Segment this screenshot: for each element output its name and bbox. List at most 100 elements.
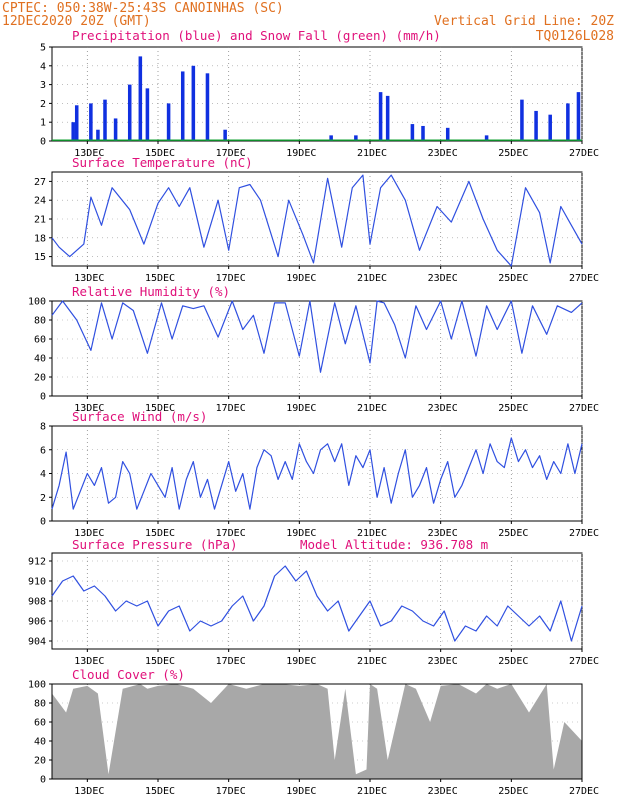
y-tick-label: 60 — [34, 335, 46, 346]
precip-bar — [96, 129, 100, 141]
x-tick-label: 27DEC — [569, 786, 599, 797]
x-tick-label: 25DEC — [498, 528, 528, 539]
precip-bar — [138, 56, 143, 141]
x-tick-label: 23DEC — [428, 528, 458, 539]
x-tick-label: 13DEC — [74, 786, 104, 797]
y-tick-label: 15 — [34, 252, 46, 263]
panel-4: 0 2 4 6 8 13DEC 15DEC 17DEC 19DEC 21DEC 23DEC 25DEC… — [40, 409, 599, 539]
header-model-code: TQ0126L028 — [536, 29, 614, 44]
precip-bar — [89, 103, 93, 141]
x-tick-label: 19DEC — [286, 528, 316, 539]
x-tick-label: 21DEC — [357, 273, 387, 284]
series-line — [51, 565, 583, 642]
precip-bar — [566, 103, 570, 141]
precip-bar — [410, 124, 415, 141]
panel-frame — [51, 683, 583, 780]
y-tick-label: 4 — [40, 469, 46, 480]
x-tick-label: 15DEC — [145, 273, 175, 284]
y-tick-label: 0 — [40, 392, 46, 403]
y-tick-label: 0 — [40, 775, 46, 786]
header-location: CPTEC: 050:38W-25:43S CANOINHAS (SC) — [2, 1, 284, 16]
y-tick-label: 60 — [34, 718, 46, 729]
precip-bar — [205, 73, 210, 141]
y-tick-label: 910 — [28, 577, 46, 588]
cloud-cover-area — [52, 684, 582, 779]
panel-title: Surface Temperature (nC) — [72, 155, 253, 170]
x-tick-label: 19DEC — [286, 403, 316, 414]
x-tick-label: 25DEC — [498, 656, 528, 667]
x-tick-label: 15DEC — [145, 656, 175, 667]
y-tick-label: 8 — [40, 422, 46, 433]
x-tick-label: 17DEC — [216, 273, 246, 284]
x-tick-label: 17DEC — [216, 786, 246, 797]
y-tick-label: 27 — [34, 177, 46, 188]
y-tick-label: 100 — [28, 297, 46, 308]
panel-frame — [51, 300, 583, 397]
precip-bar — [421, 125, 425, 141]
y-tick-label: 912 — [28, 557, 46, 568]
precip-bar — [145, 88, 150, 141]
panel-2: 15 18 21 24 27 13DEC 15DEC 17DEC 19DEC 21DEC 23DEC… — [34, 155, 599, 284]
y-tick-label: 20 — [34, 756, 46, 767]
panel-5: 904 906 908 910 912 13DEC 15DEC 17DEC 19DEC 21DEC… — [28, 537, 599, 667]
x-tick-label: 19DEC — [286, 273, 316, 284]
y-tick-label: 18 — [34, 233, 46, 244]
panel-title: Relative Humidity (%) — [72, 284, 230, 299]
precip-bar — [385, 95, 390, 141]
x-tick-label: 15DEC — [145, 148, 175, 159]
y-tick-label: 906 — [28, 617, 46, 628]
precip-bar — [180, 71, 185, 141]
x-tick-label: 27DEC — [569, 403, 599, 414]
panel-title: Surface Pressure (hPa) — [72, 537, 238, 552]
panel-1: 0 1 2 3 4 5 13DEC 15DEC 17DEC 19DEC 21DEC 23DEC 25DE… — [40, 28, 599, 159]
x-tick-label: 13DEC — [74, 528, 104, 539]
header-run-time: 12DEC2020 20Z (GMT) — [2, 14, 151, 29]
y-tick-label: 24 — [34, 196, 46, 207]
x-tick-label: 15DEC — [145, 403, 175, 414]
precip-bar — [378, 92, 383, 141]
y-tick-label: 904 — [28, 637, 46, 648]
precip-bar — [484, 135, 489, 141]
precip-bar — [576, 92, 581, 141]
y-tick-label: 2 — [40, 493, 46, 504]
header-grid-line: Vertical Grid Line: 20Z — [434, 14, 614, 29]
panel-title: Cloud Cover (%) — [72, 667, 185, 682]
series-line — [51, 174, 583, 267]
x-tick-label: 17DEC — [216, 528, 246, 539]
y-tick-label: 4 — [40, 61, 46, 72]
x-tick-label: 21DEC — [357, 656, 387, 667]
y-tick-label: 0 — [40, 137, 46, 148]
x-tick-label: 19DEC — [286, 786, 316, 797]
y-tick-label: 5 — [40, 43, 46, 54]
y-tick-label: 21 — [34, 215, 46, 226]
x-tick-label: 21DEC — [357, 148, 387, 159]
precip-bar — [191, 65, 196, 141]
y-tick-label: 1 — [40, 118, 46, 129]
x-tick-label: 23DEC — [428, 786, 458, 797]
precip-bar — [71, 122, 75, 141]
x-tick-label: 27DEC — [569, 656, 599, 667]
panel-title: Surface Wind (m/s) — [72, 409, 207, 424]
precip-bar — [113, 118, 118, 141]
y-tick-label: 100 — [28, 680, 46, 691]
y-tick-label: 40 — [34, 354, 46, 365]
x-tick-label: 21DEC — [357, 528, 387, 539]
y-tick-label: 2 — [40, 99, 46, 110]
panel-title: Precipitation (blue) and Snow Fall (gree… — [72, 28, 441, 43]
precip-bar — [329, 135, 333, 141]
panel-frame — [51, 46, 583, 142]
y-tick-label: 3 — [40, 80, 46, 91]
x-tick-label: 23DEC — [428, 273, 458, 284]
x-tick-label: 27DEC — [569, 273, 599, 284]
y-tick-label: 40 — [34, 737, 46, 748]
x-tick-label: 27DEC — [569, 528, 599, 539]
x-tick-label: 17DEC — [216, 403, 246, 414]
x-tick-label: 23DEC — [428, 403, 458, 414]
precip-bar — [74, 105, 79, 141]
x-tick-label: 21DEC — [357, 403, 387, 414]
x-tick-label: 25DEC — [498, 403, 528, 414]
x-tick-label: 13DEC — [74, 403, 104, 414]
y-tick-label: 80 — [34, 316, 46, 327]
precip-bar — [127, 84, 132, 141]
panel-annotation: Model Altitude: 936.708 m — [300, 537, 488, 552]
